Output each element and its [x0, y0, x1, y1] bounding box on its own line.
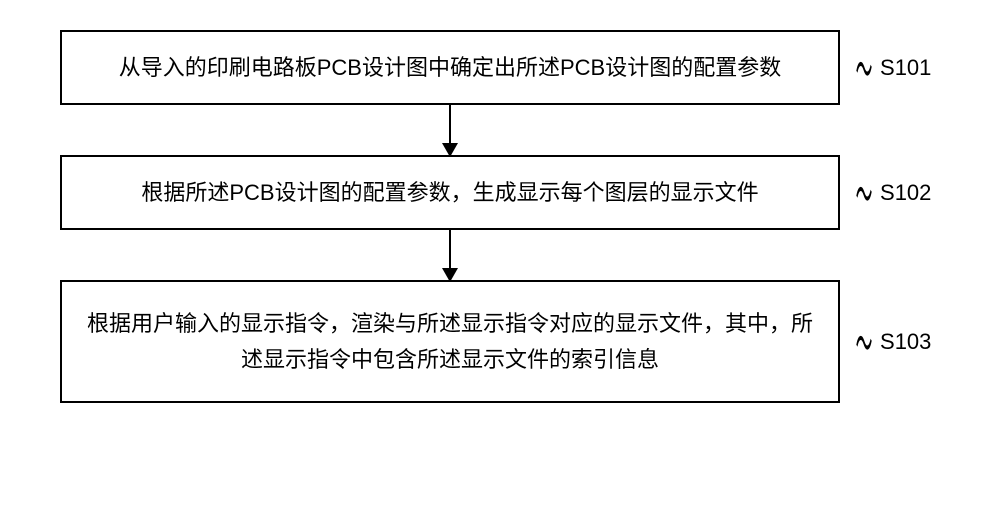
step-label-group-3: 〜 S103	[850, 322, 940, 362]
arrow-down-icon	[449, 105, 451, 155]
bracket-icon: 〜	[856, 306, 873, 378]
step-text-2: 根据所述PCB设计图的配置参数，生成显示每个图层的显示文件	[141, 180, 758, 205]
arrow-down-icon	[449, 230, 451, 280]
arrow-2-container	[60, 230, 940, 280]
step-text-3: 根据用户输入的显示指令，渲染与所述显示指令对应的显示文件，其中，所述显示指令中包…	[87, 311, 813, 371]
bracket-icon: 〜	[856, 32, 873, 104]
step-label-group-1: 〜 S101	[850, 48, 940, 88]
step-label-3: S103	[880, 329, 931, 355]
step-row-1: 从导入的印刷电路板PCB设计图中确定出所述PCB设计图的配置参数 〜 S101	[60, 30, 940, 105]
step-box-3: 根据用户输入的显示指令，渲染与所述显示指令对应的显示文件，其中，所述显示指令中包…	[60, 280, 840, 402]
step-label-group-2: 〜 S102	[850, 173, 940, 213]
step-label-1: S101	[880, 55, 931, 81]
bracket-icon: 〜	[856, 157, 873, 229]
flowchart-container: 从导入的印刷电路板PCB设计图中确定出所述PCB设计图的配置参数 〜 S101 …	[60, 30, 940, 403]
arrow-1-container	[60, 105, 940, 155]
step-box-1: 从导入的印刷电路板PCB设计图中确定出所述PCB设计图的配置参数	[60, 30, 840, 105]
step-row-2: 根据所述PCB设计图的配置参数，生成显示每个图层的显示文件 〜 S102	[60, 155, 940, 230]
step-label-2: S102	[880, 180, 931, 206]
step-text-1: 从导入的印刷电路板PCB设计图中确定出所述PCB设计图的配置参数	[119, 55, 781, 80]
step-row-3: 根据用户输入的显示指令，渲染与所述显示指令对应的显示文件，其中，所述显示指令中包…	[60, 280, 940, 402]
step-box-2: 根据所述PCB设计图的配置参数，生成显示每个图层的显示文件	[60, 155, 840, 230]
